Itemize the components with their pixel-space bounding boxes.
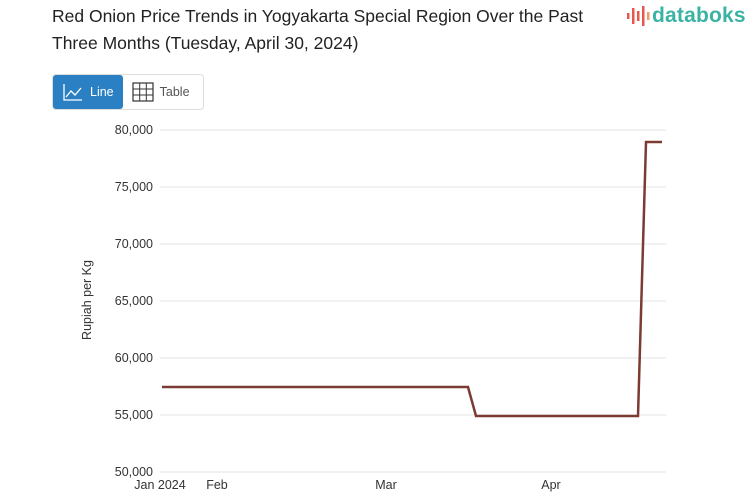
y-tick: 65,000 <box>115 294 153 308</box>
table-view-button[interactable]: Table <box>123 75 199 109</box>
x-axis-ticks: Jan 2024 Feb Mar Apr <box>134 478 560 492</box>
x-tick: Apr <box>541 478 560 492</box>
table-grid-icon <box>132 82 154 102</box>
gridlines <box>160 129 666 473</box>
y-tick: 70,000 <box>115 237 153 251</box>
price-line[interactable] <box>162 140 662 418</box>
y-tick: 80,000 <box>115 123 153 137</box>
table-label: Table <box>159 85 190 99</box>
view-toggle: Line Table <box>52 74 204 110</box>
x-tick: Jan 2024 <box>134 478 185 492</box>
y-axis-ticks: 80,000 75,000 70,000 65,000 60,000 55,00… <box>115 123 153 479</box>
y-axis-label: Rupiah per Kg <box>80 260 94 340</box>
y-tick: 55,000 <box>115 408 153 422</box>
x-tick: Feb <box>206 478 228 492</box>
y-tick: 60,000 <box>115 351 153 365</box>
x-tick: Mar <box>375 478 397 492</box>
chart-title: Red Onion Price Trends in Yogyakarta Spe… <box>52 6 584 53</box>
logo-text: databoks <box>652 4 746 27</box>
databoks-logo[interactable]: databoks <box>626 4 746 28</box>
y-tick: 75,000 <box>115 180 153 194</box>
line-chart-icon <box>63 84 82 101</box>
y-tick: 50,000 <box>115 465 153 479</box>
line-label: Line <box>90 85 114 99</box>
logo-bars-icon <box>627 6 650 26</box>
line-view-button[interactable]: Line <box>53 75 123 109</box>
